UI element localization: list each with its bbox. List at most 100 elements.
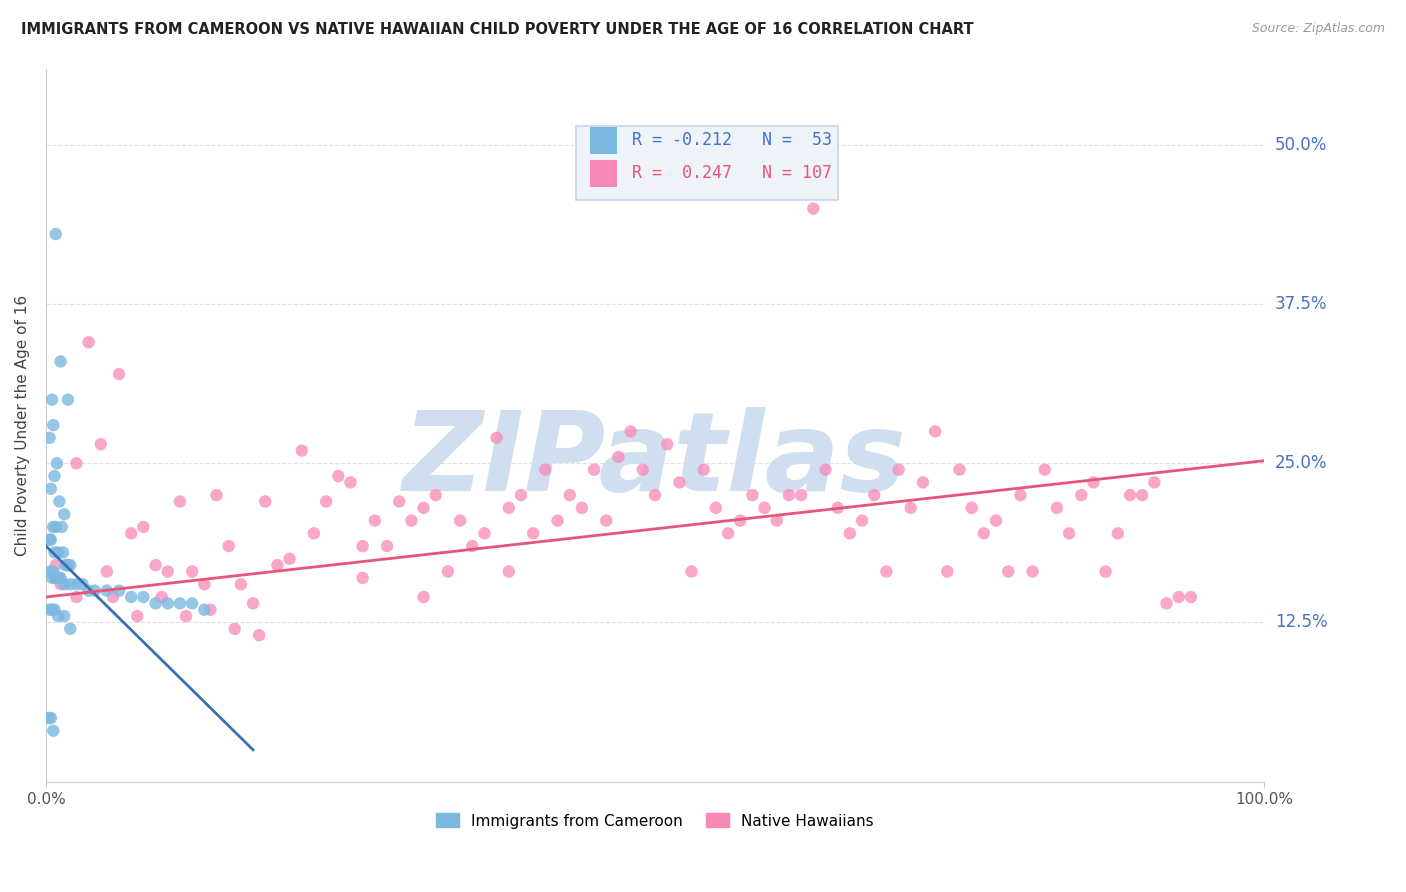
Text: R =  0.247   N = 107: R = 0.247 N = 107 xyxy=(631,164,832,183)
Point xyxy=(101,590,124,604)
Point xyxy=(571,500,593,515)
Point xyxy=(205,488,228,502)
Point xyxy=(41,571,63,585)
Text: R = -0.212   N =  53: R = -0.212 N = 53 xyxy=(631,131,832,150)
Point xyxy=(45,571,67,585)
Point xyxy=(108,367,131,381)
Point xyxy=(607,450,630,464)
Point xyxy=(120,526,142,541)
FancyBboxPatch shape xyxy=(576,126,838,201)
Point xyxy=(631,463,654,477)
Bar xyxy=(591,160,617,187)
Point xyxy=(717,526,740,541)
Point xyxy=(461,539,484,553)
Point xyxy=(266,558,288,573)
Point xyxy=(960,500,983,515)
Text: 37.5%: 37.5% xyxy=(1275,295,1327,313)
Point xyxy=(911,475,934,490)
Point xyxy=(49,571,72,585)
Text: Source: ZipAtlas.com: Source: ZipAtlas.com xyxy=(1251,22,1385,36)
Point xyxy=(145,558,167,573)
Point xyxy=(1021,565,1043,579)
Point xyxy=(291,443,314,458)
Point xyxy=(156,596,179,610)
Point xyxy=(108,583,131,598)
Point xyxy=(55,558,77,573)
Point xyxy=(46,545,69,559)
Point xyxy=(1057,526,1080,541)
Point xyxy=(45,520,67,534)
Point xyxy=(449,514,471,528)
Point xyxy=(48,494,70,508)
Point xyxy=(644,488,666,502)
Point xyxy=(1107,526,1129,541)
Point xyxy=(900,500,922,515)
Point xyxy=(127,609,149,624)
Point xyxy=(247,628,270,642)
Point xyxy=(583,463,606,477)
Point xyxy=(778,488,800,502)
Point xyxy=(278,551,301,566)
Point xyxy=(388,494,411,508)
Point xyxy=(56,558,79,573)
Point xyxy=(558,488,581,502)
Point xyxy=(741,488,763,502)
Point xyxy=(887,463,910,477)
Text: 50.0%: 50.0% xyxy=(1275,136,1327,154)
Point xyxy=(45,558,67,573)
Point xyxy=(65,577,87,591)
Point xyxy=(1143,475,1166,490)
Point xyxy=(302,526,325,541)
Point xyxy=(49,577,72,591)
Point xyxy=(45,227,67,241)
Point xyxy=(790,488,813,502)
Bar xyxy=(591,127,617,154)
Point xyxy=(39,533,62,547)
Point xyxy=(498,500,520,515)
Point xyxy=(754,500,776,515)
Point xyxy=(401,514,423,528)
Point xyxy=(96,583,118,598)
Point xyxy=(45,571,67,585)
Point xyxy=(56,392,79,407)
Point xyxy=(169,494,191,508)
Point xyxy=(851,514,873,528)
Point xyxy=(52,545,75,559)
Point xyxy=(224,622,246,636)
Point xyxy=(328,469,350,483)
Point xyxy=(51,520,73,534)
Point xyxy=(65,456,87,470)
Point xyxy=(53,609,76,624)
Point xyxy=(1167,590,1189,604)
Point xyxy=(72,577,94,591)
Point xyxy=(704,500,727,515)
Point xyxy=(1033,463,1056,477)
Point xyxy=(96,565,118,579)
Point xyxy=(547,514,569,528)
Point xyxy=(37,711,59,725)
Point xyxy=(1010,488,1032,502)
Point xyxy=(77,583,100,598)
Point xyxy=(1119,488,1142,502)
Point xyxy=(169,596,191,610)
Point xyxy=(44,603,66,617)
Point xyxy=(375,539,398,553)
Point xyxy=(44,469,66,483)
Point xyxy=(44,545,66,559)
Point xyxy=(41,603,63,617)
Point xyxy=(59,558,82,573)
Point xyxy=(181,565,204,579)
Point xyxy=(38,565,60,579)
Point xyxy=(45,456,67,470)
Point xyxy=(120,590,142,604)
Point xyxy=(984,514,1007,528)
Point xyxy=(48,571,70,585)
Point xyxy=(412,500,434,515)
Point xyxy=(41,392,63,407)
Text: 25.0%: 25.0% xyxy=(1275,454,1327,472)
Point xyxy=(339,475,361,490)
Point xyxy=(49,354,72,368)
Text: IMMIGRANTS FROM CAMEROON VS NATIVE HAWAIIAN CHILD POVERTY UNDER THE AGE OF 16 CO: IMMIGRANTS FROM CAMEROON VS NATIVE HAWAI… xyxy=(21,22,974,37)
Point xyxy=(315,494,337,508)
Point xyxy=(200,603,222,617)
